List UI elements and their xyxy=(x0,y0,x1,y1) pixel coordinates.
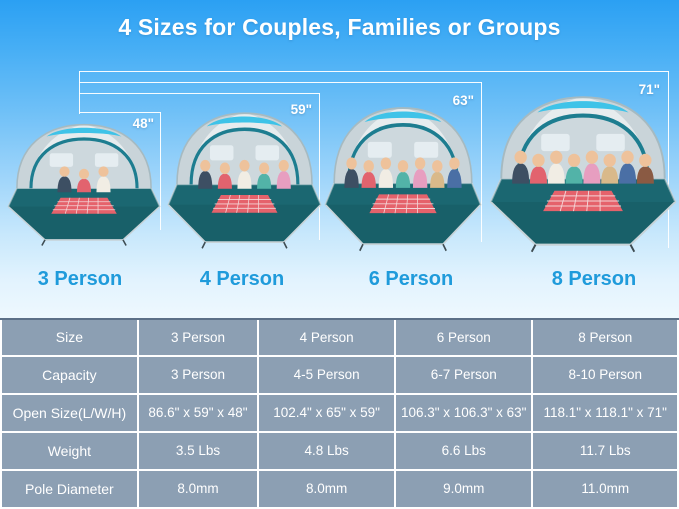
spec-cell: 86.6" x 59" x 48" xyxy=(136,392,260,433)
caption-3-person: 3 Person xyxy=(37,268,123,290)
measure-line-48-vertical xyxy=(160,112,161,230)
tent-8-person-illustration xyxy=(488,81,678,264)
spec-cell: 8.0mm xyxy=(136,468,260,509)
spec-cell: 8-10 Person xyxy=(531,354,679,395)
height-label-48: 48" xyxy=(132,116,154,131)
spec-row-label: Weight xyxy=(0,430,139,471)
table-row: Size 3 Person 4 Person 6 Person 8 Person xyxy=(0,320,679,357)
height-label-71: 71" xyxy=(638,82,660,97)
tent-3-person-illustration xyxy=(6,123,162,248)
spec-cell: 8.0mm xyxy=(257,468,396,509)
table-row: Open Size(L/W/H) 86.6" x 59" x 48" 102.4" … xyxy=(0,392,679,433)
spec-row-label: Size xyxy=(0,320,139,357)
spec-cell: 106.3" x 106.3" x 63" xyxy=(393,392,534,433)
measure-line-48-horizontal xyxy=(79,112,161,113)
spec-cell: 3 Person xyxy=(136,354,260,395)
spec-cell: 6-7 Person xyxy=(393,354,534,395)
spec-cell: 102.4" x 65" x 59" xyxy=(257,392,396,433)
caption-4-person: 4 Person xyxy=(199,268,285,290)
spec-cell: 6.6 Lbs xyxy=(393,430,534,471)
measure-line-59-vertical xyxy=(319,93,320,240)
spec-table: Size 3 Person 4 Person 6 Person 8 Person Capa… xyxy=(0,320,679,509)
measure-line-71-vertical xyxy=(668,71,669,248)
spec-cell: 3 Person xyxy=(136,320,260,357)
height-label-59: 59" xyxy=(290,102,312,117)
table-row: Pole Diameter 8.0mm 8.0mm 9.0mm 11.0mm xyxy=(0,468,679,509)
measure-reference-line xyxy=(79,71,80,114)
spec-cell: 6 Person xyxy=(393,320,534,357)
tent-4-person-illustration xyxy=(166,111,323,251)
spec-cell: 118.1" x 118.1" x 71" xyxy=(531,392,679,433)
tent-8-person xyxy=(488,81,678,264)
height-label-63: 63" xyxy=(452,93,474,108)
tent-6-person-illustration xyxy=(323,106,483,253)
sky-background: 4 Sizes for Couples, Families or Groups … xyxy=(0,0,679,318)
tent-4-person xyxy=(166,99,323,259)
spec-cell: 4.8 Lbs xyxy=(257,430,396,471)
spec-cell: 4-5 Person xyxy=(257,354,396,395)
spec-cell: 4 Person xyxy=(257,320,396,357)
caption-6-person: 6 Person xyxy=(368,268,454,290)
table-row: Weight 3.5 Lbs 4.8 Lbs 6.6 Lbs 11.7 Lbs xyxy=(0,430,679,471)
spec-row-label: Capacity xyxy=(0,354,139,395)
measure-line-59-horizontal xyxy=(79,93,320,94)
spec-cell: 8 Person xyxy=(531,320,679,357)
measure-line-71-horizontal xyxy=(79,71,669,72)
measure-line-63-horizontal xyxy=(79,82,482,83)
table-row: Capacity 3 Person 4-5 Person 6-7 Person 8-10… xyxy=(0,354,679,395)
headline: 4 Sizes for Couples, Families or Groups xyxy=(118,14,561,40)
spec-row-label: Pole Diameter xyxy=(0,468,139,509)
caption-8-person: 8 Person xyxy=(551,268,637,290)
spec-cell: 3.5 Lbs xyxy=(136,430,260,471)
spec-cell: 11.7 Lbs xyxy=(531,430,679,471)
spec-row-label: Open Size(L/W/H) xyxy=(0,392,139,433)
spec-table-section: Size 3 Person 4 Person 6 Person 8 Person Capa… xyxy=(0,318,679,509)
tent-6-person xyxy=(323,93,483,262)
tent-3-person xyxy=(6,112,162,255)
measure-line-63-vertical xyxy=(481,82,482,242)
spec-cell: 9.0mm xyxy=(393,468,534,509)
spec-cell: 11.0mm xyxy=(531,468,679,509)
